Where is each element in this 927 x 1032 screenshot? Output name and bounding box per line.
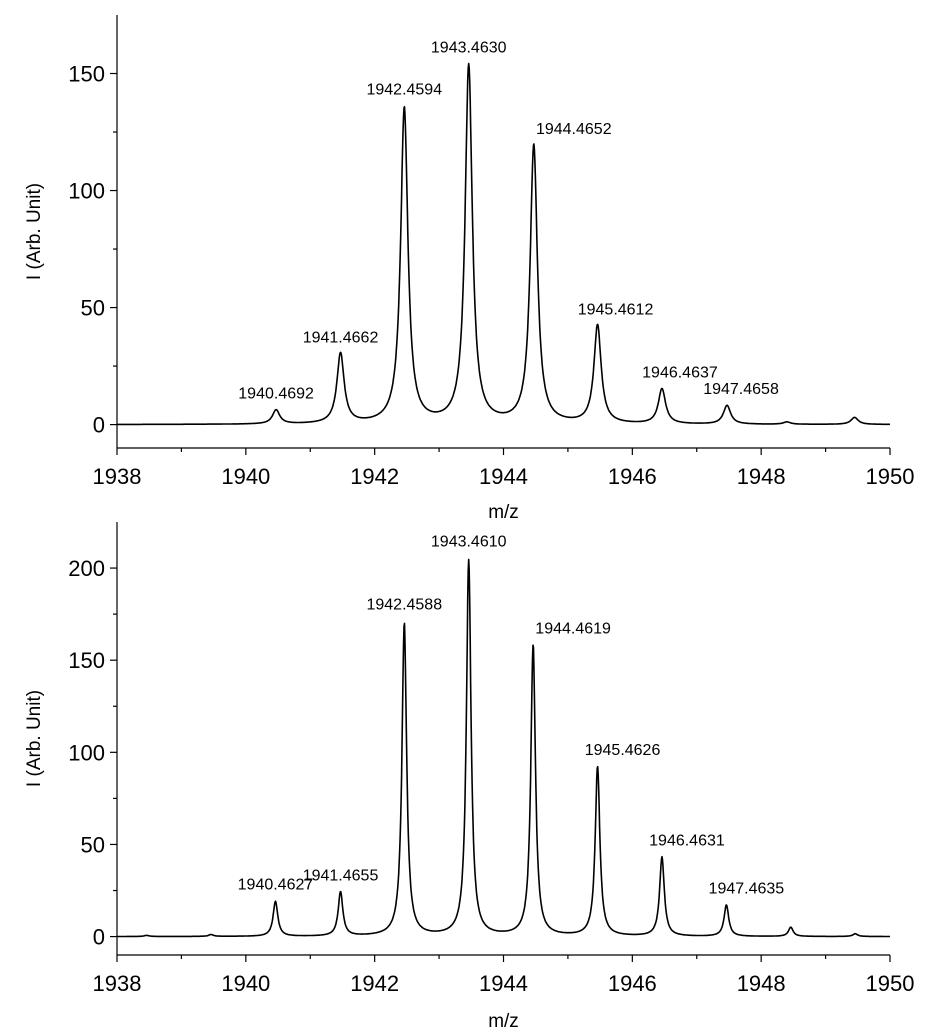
peak-label: 1941.4655 xyxy=(303,867,379,884)
x-axis-label: m/z xyxy=(488,502,519,523)
x-tick-label: 1944 xyxy=(479,971,528,996)
y-axis-label: I (Arb. Unit) xyxy=(24,690,45,787)
bottom-spectrum-panel: 1938 1940 1942 1944 1946 1948 1950 0 50 100 150 200… xyxy=(24,522,914,1032)
x-tick-label: 1950 xyxy=(866,464,915,489)
peak-label: 1947.4658 xyxy=(703,381,779,398)
spectrum-series-line xyxy=(116,558,891,938)
y-tick-label: 100 xyxy=(68,179,105,204)
x-tick-label: 1940 xyxy=(221,464,270,489)
peak-label: 1946.4637 xyxy=(642,364,718,381)
peak-label: 1941.4662 xyxy=(303,329,379,346)
y-tick-label: 150 xyxy=(68,62,105,87)
peak-label: 1940.4627 xyxy=(238,877,314,894)
y-tick-label: 0 xyxy=(93,413,105,438)
peak-label: 1942.4594 xyxy=(366,82,442,99)
x-tick-label: 1948 xyxy=(737,971,786,996)
peak-label: 1946.4631 xyxy=(649,832,725,849)
x-tick-label: 1942 xyxy=(350,464,399,489)
y-tick-label: 150 xyxy=(68,648,105,673)
peak-label: 1943.4610 xyxy=(431,534,507,551)
peak-label: 1947.4635 xyxy=(709,880,785,897)
x-tick-label: 1940 xyxy=(221,971,270,996)
top-spectrum-panel: 1938 1940 1942 1944 1946 1948 1950 0 50 100 150 m/z… xyxy=(24,15,914,523)
x-tick-label: 1946 xyxy=(608,464,657,489)
peak-label: 1944.4652 xyxy=(536,121,612,138)
y-axis-label: I (Arb. Unit) xyxy=(24,183,45,280)
peak-label: 1940.4692 xyxy=(238,386,314,403)
peak-label: 1944.4619 xyxy=(535,620,611,637)
x-tick-label: 1938 xyxy=(93,464,142,489)
x-tick-label: 1942 xyxy=(350,971,399,996)
y-tick-label: 200 xyxy=(68,556,105,581)
peak-label: 1943.4630 xyxy=(431,39,507,56)
y-tick-label: 0 xyxy=(93,925,105,950)
x-axis-label: m/z xyxy=(488,1011,519,1032)
spectrum-series-line xyxy=(116,62,891,426)
x-tick-label: 1938 xyxy=(93,971,142,996)
x-tick-label: 1946 xyxy=(608,971,657,996)
x-tick-label: 1948 xyxy=(737,464,786,489)
x-tick-label: 1950 xyxy=(866,971,915,996)
peak-label: 1945.4612 xyxy=(578,301,654,318)
y-tick-label: 100 xyxy=(68,740,105,765)
x-tick-label: 1944 xyxy=(479,464,528,489)
y-tick-label: 50 xyxy=(81,832,105,857)
peak-label: 1942.4588 xyxy=(366,596,442,613)
y-tick-label: 50 xyxy=(81,296,105,321)
peak-label: 1945.4626 xyxy=(585,742,661,759)
